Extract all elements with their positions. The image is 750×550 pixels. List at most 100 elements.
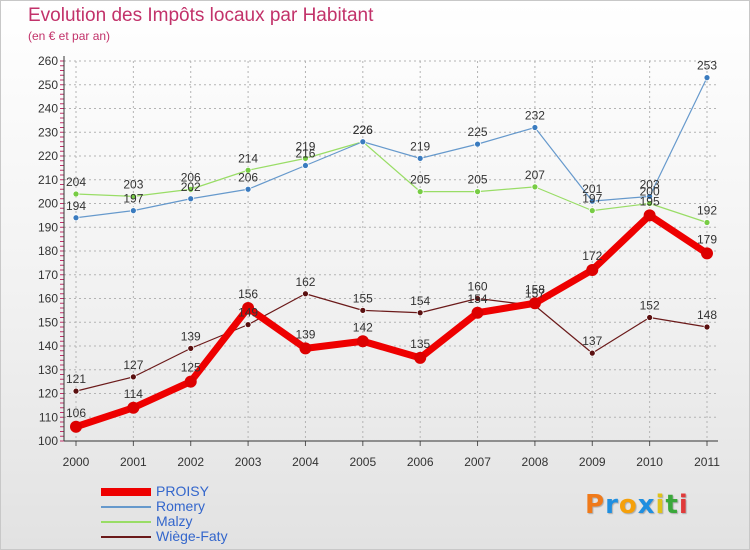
data-point-wi-ge-faty xyxy=(72,387,80,395)
x-tick-label: 2003 xyxy=(235,455,262,469)
data-point-proisy xyxy=(70,420,82,433)
x-tick-label: 2005 xyxy=(349,455,376,469)
y-tick-label: 120 xyxy=(38,387,58,401)
logo-letter: i xyxy=(678,490,689,520)
y-tick-label: 160 xyxy=(38,292,58,306)
y-tick-label: 240 xyxy=(38,102,58,116)
data-point-proisy xyxy=(528,297,541,310)
y-tick-label: 260 xyxy=(38,54,58,68)
data-point-romery xyxy=(244,185,252,193)
logo-letter: i xyxy=(655,490,666,520)
y-tick-label: 250 xyxy=(38,78,58,92)
data-label-romery: 216 xyxy=(295,147,315,161)
data-label-wi-ge-faty: 157 xyxy=(525,287,545,301)
data-label-wi-ge-faty: 121 xyxy=(66,372,86,386)
data-point-romery xyxy=(416,154,424,162)
y-tick-label: 140 xyxy=(38,339,58,353)
data-label-romery: 197 xyxy=(123,192,143,206)
data-label-malzy: 206 xyxy=(181,170,201,184)
data-point-proisy xyxy=(127,401,140,414)
data-label-malzy: 226 xyxy=(353,123,373,137)
legend-item-malzy: Malzy xyxy=(101,514,301,529)
data-point-romery xyxy=(703,74,711,82)
data-point-romery xyxy=(646,192,654,200)
data-point-proisy xyxy=(643,209,656,222)
data-point-proisy xyxy=(586,264,599,276)
logo-letter: r xyxy=(605,490,619,520)
legend-item-wiege-faty: Wiège-Faty xyxy=(101,529,301,544)
data-label-wi-ge-faty: 154 xyxy=(410,294,430,308)
logo-letter: o xyxy=(618,490,638,520)
data-label-wi-ge-faty: 152 xyxy=(640,299,660,313)
data-point-proisy xyxy=(242,302,255,314)
y-tick-label: 180 xyxy=(38,244,58,258)
data-label-romery: 232 xyxy=(525,109,545,123)
data-point-romery xyxy=(187,195,195,203)
data-label-wi-ge-faty: 137 xyxy=(582,334,602,348)
x-tick-label: 2007 xyxy=(464,455,491,469)
data-label-proisy: 125 xyxy=(181,361,201,375)
data-label-proisy: 179 xyxy=(697,232,717,246)
data-point-romery xyxy=(531,124,539,131)
data-label-romery: 253 xyxy=(697,59,717,73)
data-point-wi-ge-faty xyxy=(359,306,367,314)
x-tick-label: 2001 xyxy=(120,455,147,469)
data-label-proisy: 135 xyxy=(410,337,430,351)
legend-swatch-wiege-faty xyxy=(101,536,151,538)
legend-swatch-romery xyxy=(101,506,151,508)
x-tick-label: 2011 xyxy=(694,455,720,469)
legend-swatch-proisy xyxy=(101,488,151,496)
legend-label-romery: Romery xyxy=(156,498,206,514)
y-tick-label: 210 xyxy=(38,173,58,187)
x-tick-label: 2004 xyxy=(292,455,319,469)
data-label-proisy: 142 xyxy=(353,320,373,334)
data-point-proisy xyxy=(471,306,484,319)
data-label-wi-ge-faty: 160 xyxy=(468,280,488,294)
y-tick-label: 200 xyxy=(38,197,58,211)
data-label-malzy: 197 xyxy=(582,192,602,206)
series-line-romery xyxy=(75,77,708,219)
legend-label-proisy: PROISY xyxy=(156,483,209,499)
data-label-proisy: 114 xyxy=(124,387,143,401)
y-tick-label: 230 xyxy=(38,125,58,139)
y-tick-label: 220 xyxy=(38,149,58,163)
data-point-malzy xyxy=(416,188,424,196)
y-tick-label: 100 xyxy=(38,434,58,448)
data-point-proisy xyxy=(414,351,427,364)
data-label-proisy: 172 xyxy=(582,249,602,263)
data-point-wi-ge-faty xyxy=(302,290,309,298)
legend-swatch-malzy xyxy=(101,521,151,523)
data-label-malzy: 203 xyxy=(123,177,143,191)
data-point-malzy xyxy=(72,190,80,198)
data-label-romery: 194 xyxy=(66,199,86,213)
data-label-romery: 206 xyxy=(238,170,258,184)
data-point-malzy xyxy=(703,219,711,226)
data-point-malzy xyxy=(588,207,596,215)
data-point-malzy xyxy=(646,200,654,207)
logo-letter: t xyxy=(665,490,679,520)
data-label-malzy: 219 xyxy=(295,139,315,153)
legend-label-wiege-faty: Wiège-Faty xyxy=(156,528,228,544)
x-tick-label: 2006 xyxy=(407,455,434,469)
data-point-proisy xyxy=(701,247,713,260)
data-point-wi-ge-faty xyxy=(129,373,137,381)
data-point-romery xyxy=(474,140,481,148)
logo-letter: P xyxy=(585,490,606,520)
data-point-wi-ge-faty xyxy=(474,295,481,302)
data-point-proisy xyxy=(299,342,312,355)
series-line-wi-ge-faty xyxy=(75,293,708,392)
data-point-malzy xyxy=(129,192,137,200)
data-point-malzy xyxy=(302,154,309,162)
data-point-romery xyxy=(129,207,137,215)
data-label-malzy: 200 xyxy=(640,185,660,199)
data-label-proisy: 156 xyxy=(238,287,258,301)
series-line-malzy xyxy=(75,141,708,224)
y-tick-label: 170 xyxy=(38,268,58,282)
data-label-romery: 226 xyxy=(353,123,373,137)
chart-subtitle: (en € et par an) xyxy=(28,29,111,43)
data-point-romery xyxy=(302,162,309,169)
x-tick-label: 2002 xyxy=(177,455,204,469)
data-point-proisy xyxy=(356,335,369,348)
